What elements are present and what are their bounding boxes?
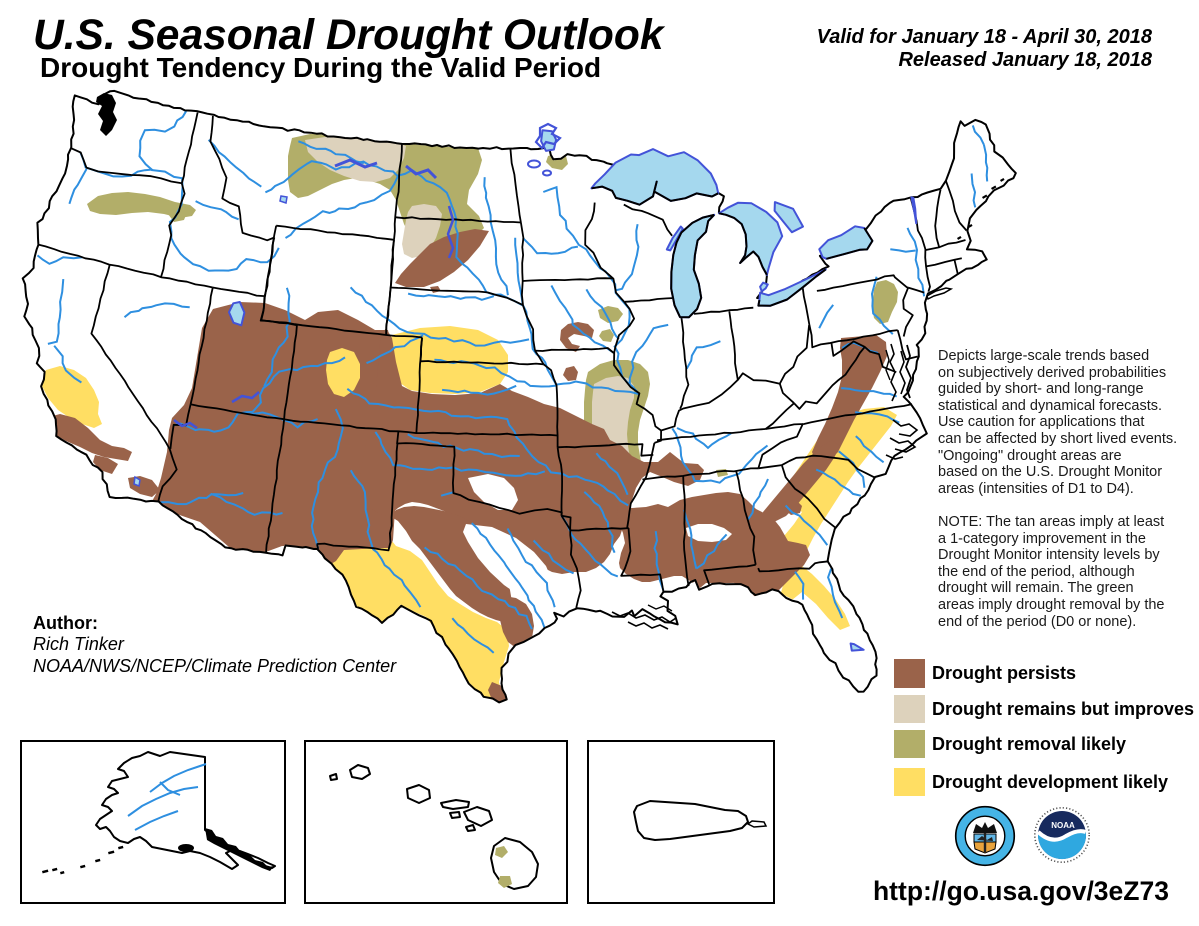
svg-text:NOAA: NOAA bbox=[1051, 821, 1075, 830]
